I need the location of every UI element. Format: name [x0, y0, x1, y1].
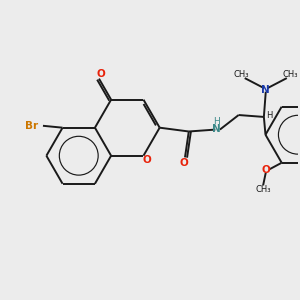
Text: O: O [142, 155, 151, 165]
Text: N: N [261, 85, 270, 95]
Text: H: H [266, 110, 272, 119]
Text: N: N [212, 124, 221, 134]
Text: O: O [180, 158, 189, 168]
Text: CH₃: CH₃ [234, 70, 249, 79]
Text: CH₃: CH₃ [282, 70, 298, 79]
Text: O: O [261, 165, 270, 175]
Text: H: H [213, 117, 220, 126]
Text: CH₃: CH₃ [255, 185, 271, 194]
Text: O: O [97, 69, 105, 79]
Text: Br: Br [25, 121, 38, 131]
